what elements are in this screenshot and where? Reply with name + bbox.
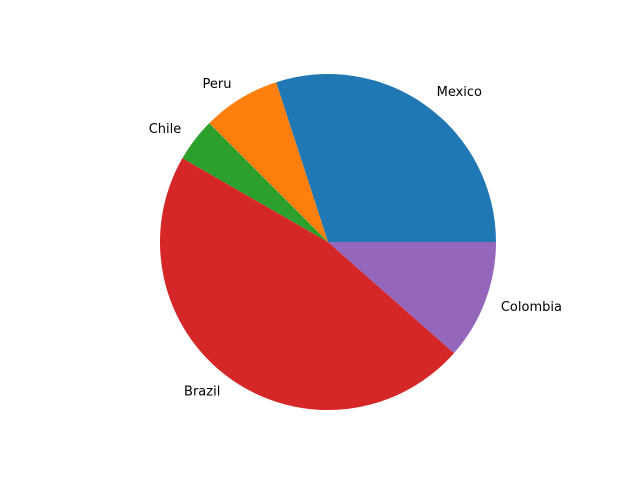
slice-label-colombia: Colombia [501,300,562,315]
pie-slices [159,73,496,411]
pie-slice-brazil [159,158,455,411]
pie-slice-chile [182,123,328,242]
pie-slice-mexico [276,73,496,242]
pie-slice-peru [209,82,328,242]
slice-label-brazil: Brazil [184,385,220,400]
pie-slice-colombia [328,242,496,354]
slice-label-peru: Peru [202,77,231,92]
slice-label-chile: Chile [149,122,182,137]
pie-labels: Mexico Peru Chile Brazil Colombia [149,77,562,400]
slice-label-mexico: Mexico [437,85,482,100]
